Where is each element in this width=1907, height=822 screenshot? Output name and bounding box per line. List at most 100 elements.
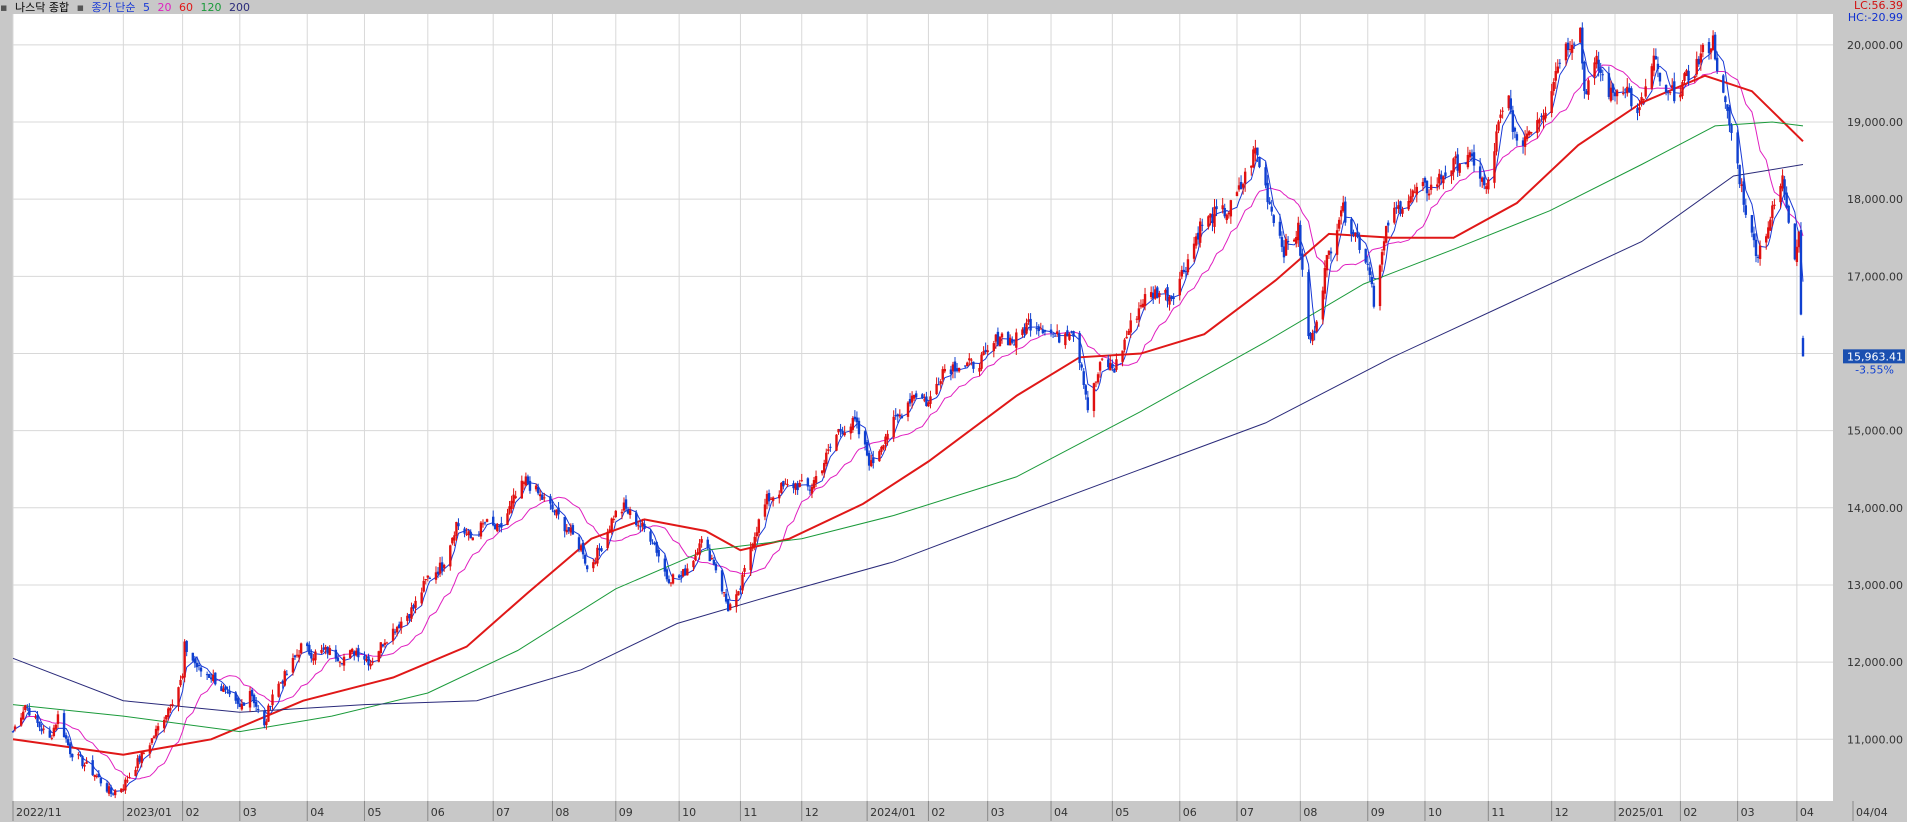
legend-mode[interactable]: 종가 단순 xyxy=(91,1,136,14)
candle-body xyxy=(377,651,380,662)
moving-average-lines xyxy=(12,42,1804,792)
candle-body xyxy=(886,433,889,440)
candle-body xyxy=(1194,236,1198,246)
candle-body xyxy=(982,351,985,355)
x-tick-label: 2022/11 xyxy=(16,806,62,819)
candle-body xyxy=(1143,294,1147,307)
candle-body xyxy=(1785,192,1788,208)
candle-body xyxy=(1683,73,1686,81)
candle-body xyxy=(148,745,152,754)
candle-body xyxy=(483,522,487,524)
candle-body xyxy=(234,692,237,701)
candle-body xyxy=(1035,328,1038,330)
candle-body xyxy=(798,482,801,487)
candle-body xyxy=(996,331,1000,345)
candle-body xyxy=(291,657,295,673)
candle-body xyxy=(1679,94,1682,98)
candle-body xyxy=(635,512,638,526)
candle-body xyxy=(1497,121,1500,131)
candle-body xyxy=(1278,221,1282,236)
candle-body xyxy=(669,582,673,584)
candle-body xyxy=(743,568,746,572)
candle-body xyxy=(340,663,344,665)
candle-body xyxy=(1536,120,1539,133)
candle-body xyxy=(277,683,280,697)
candle-body xyxy=(334,649,338,659)
legend-ma-120[interactable]: 120 xyxy=(200,1,222,14)
candle-body xyxy=(792,483,795,489)
candle-body xyxy=(882,445,885,449)
candle-body xyxy=(1127,330,1130,335)
candle-body xyxy=(698,543,701,555)
candle-body xyxy=(771,497,775,501)
candle-body xyxy=(1493,151,1496,183)
candle-body xyxy=(1241,184,1245,188)
legend-ma-20[interactable]: 20 xyxy=(157,1,172,14)
candle-body xyxy=(281,680,284,684)
x-tick-label: 09 xyxy=(619,806,633,819)
candle-body xyxy=(54,724,58,730)
legend-ma-5[interactable]: 5 xyxy=(143,1,151,14)
candle-body xyxy=(1611,84,1615,93)
candle-body xyxy=(1292,239,1296,242)
candle-body xyxy=(1685,70,1688,76)
candle-body xyxy=(1458,163,1461,173)
candle-body xyxy=(923,399,926,401)
x-tick-label: 12 xyxy=(805,806,819,819)
candle-body xyxy=(1480,177,1484,182)
candle-body xyxy=(510,500,513,510)
candle-body xyxy=(1438,173,1441,184)
candle-body xyxy=(1180,270,1184,277)
candle-body xyxy=(1626,86,1629,94)
candle-body xyxy=(972,361,975,369)
candle-body xyxy=(36,715,39,723)
candle-body xyxy=(1464,163,1468,165)
candle-body xyxy=(391,628,395,641)
candle-body xyxy=(500,523,503,528)
candle-body xyxy=(1029,318,1032,331)
candle-body xyxy=(1713,34,1717,60)
candle-body xyxy=(1115,359,1118,370)
candle-body xyxy=(222,688,225,692)
candle-body xyxy=(1593,62,1596,77)
candle-body xyxy=(820,470,824,474)
candle-body xyxy=(457,523,460,527)
candle-body xyxy=(528,480,532,491)
candle-body xyxy=(784,483,787,485)
legend-ma-200[interactable]: 200 xyxy=(229,1,251,14)
candle-body xyxy=(626,509,630,514)
candle-body xyxy=(1787,205,1790,223)
candle-body xyxy=(1256,147,1259,156)
candle-body xyxy=(941,369,944,380)
candle-body xyxy=(1264,167,1267,186)
plot-area[interactable] xyxy=(13,14,1833,801)
candle-body xyxy=(1423,177,1427,183)
x-tick-label: 02 xyxy=(931,806,945,819)
legend-ma-60[interactable]: 60 xyxy=(179,1,194,14)
candle-body xyxy=(1021,329,1024,336)
candle-body xyxy=(1527,131,1531,135)
candle-body xyxy=(1642,99,1645,101)
candle-body xyxy=(463,528,466,534)
y-axis: 11,000.00 12,000.00 13,000.00 14,000.00 15,0… xyxy=(1847,39,1903,746)
candle-body xyxy=(1370,276,1374,285)
price-tag-label: 15,963.41 xyxy=(1847,350,1903,363)
candle-body xyxy=(351,648,354,653)
candle-body xyxy=(254,701,258,707)
candle-body xyxy=(79,754,82,756)
candle-body xyxy=(306,643,309,647)
candle-body xyxy=(896,414,899,417)
candle-body xyxy=(322,647,325,650)
candle-body xyxy=(1499,114,1502,118)
candle-body xyxy=(1556,66,1559,73)
candle-body xyxy=(957,367,961,372)
candle-body xyxy=(1750,215,1754,233)
candle-body xyxy=(19,717,23,726)
candle-body xyxy=(853,416,857,420)
candle-body xyxy=(279,682,282,684)
candle-body xyxy=(257,708,260,710)
candle-body xyxy=(1184,271,1188,273)
candle-body xyxy=(1564,43,1568,61)
legend-title[interactable]: 나스닥 종합 xyxy=(14,1,70,14)
